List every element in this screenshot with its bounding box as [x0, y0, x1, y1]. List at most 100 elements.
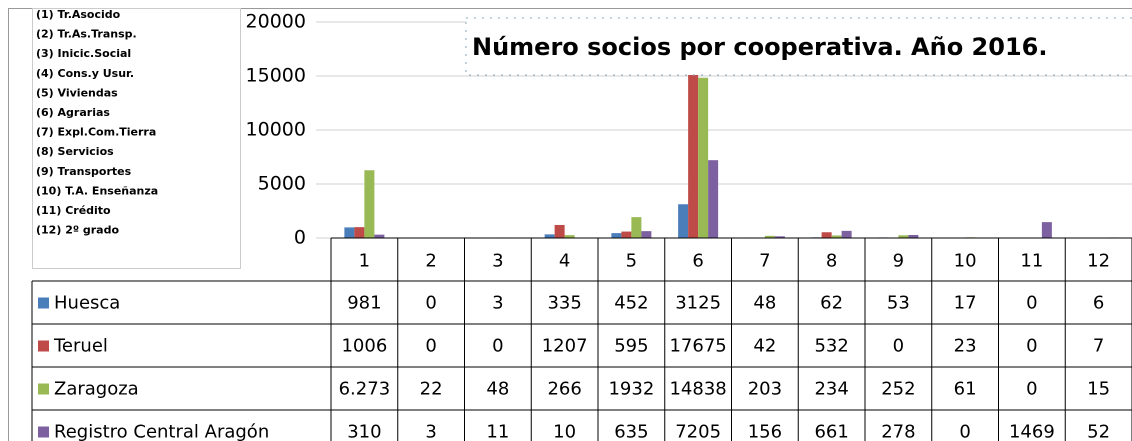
bar — [354, 227, 365, 238]
category-note: (12) 2º grado — [36, 224, 119, 237]
table-value: 595 — [614, 336, 648, 357]
legend-label: Registro Central Aragón — [54, 422, 269, 441]
table-value: 3 — [492, 293, 503, 314]
bar — [841, 230, 852, 238]
table-value: 452 — [614, 293, 648, 314]
x-tick-label: 9 — [893, 251, 904, 272]
table-value: 61 — [954, 379, 977, 400]
table-value: 156 — [748, 422, 782, 441]
bar — [544, 234, 555, 238]
table-value: 22 — [420, 379, 443, 400]
bar — [898, 235, 909, 238]
bar — [564, 235, 575, 238]
category-note: (8) Servicios — [36, 145, 114, 158]
table-value: 252 — [881, 379, 915, 400]
legend-swatch — [38, 297, 49, 309]
table-value: 15 — [1087, 379, 1110, 400]
table-value: 48 — [486, 379, 509, 400]
x-tick-label: 6 — [692, 251, 703, 272]
table-value: 0 — [1026, 293, 1037, 314]
table-value: 6 — [1093, 293, 1104, 314]
category-note: (5) Viviendas — [36, 86, 118, 99]
bar — [611, 233, 622, 238]
table-value: 1932 — [608, 379, 654, 400]
category-note: (11) Crédito — [36, 204, 111, 217]
table-value: 3125 — [675, 293, 721, 314]
table-value: 7205 — [675, 422, 721, 441]
x-tick-label: 11 — [1020, 251, 1043, 272]
bar — [374, 234, 385, 238]
table-value: 53 — [887, 293, 910, 314]
category-note: (1) Tr.Asocido — [36, 8, 121, 21]
table-value: 1469 — [1009, 422, 1055, 441]
bar — [678, 204, 689, 238]
table-value: 0 — [492, 336, 503, 357]
legend-swatch — [38, 426, 49, 438]
bar — [774, 236, 785, 238]
table-value: 14838 — [669, 379, 726, 400]
table-value: 62 — [820, 293, 843, 314]
bar — [621, 231, 632, 238]
table-value: 1207 — [542, 336, 588, 357]
table-value: 42 — [753, 336, 776, 357]
category-note: (3) Inicic.Social — [36, 47, 131, 60]
legend-label: Zaragoza — [54, 379, 139, 400]
legend-label: Teruel — [53, 336, 108, 357]
bars — [344, 47, 1119, 238]
category-note: (4) Cons.y Usur. — [36, 67, 134, 80]
x-tick-label: 8 — [826, 251, 837, 272]
table-value: 266 — [547, 379, 581, 400]
bar — [1041, 222, 1052, 238]
notes-box — [32, 8, 241, 269]
category-note: (7) Expl.Com.Tierra — [36, 126, 156, 139]
legend-swatch — [38, 383, 49, 395]
table-value: 0 — [1026, 336, 1037, 357]
x-tick-label: 10 — [954, 251, 977, 272]
table-value: 3 — [425, 422, 436, 441]
table-value: 0 — [425, 336, 436, 357]
bar — [631, 217, 642, 238]
category-note: (2) Tr.As.Transp. — [36, 28, 137, 41]
bar — [554, 224, 565, 238]
y-tick-label: 5000 — [258, 173, 306, 195]
category-note: (6) Agrarias — [36, 106, 110, 119]
table-value: 7 — [1093, 336, 1104, 357]
bar — [641, 231, 652, 238]
table-value: 203 — [748, 379, 782, 400]
x-tick-label: 12 — [1087, 251, 1110, 272]
legend-label: Huesca — [54, 293, 120, 314]
y-tick-label: 20000 — [246, 11, 306, 33]
x-tick-label: 1 — [359, 251, 370, 272]
bar — [821, 232, 832, 238]
table-value: 661 — [814, 422, 848, 441]
x-tick-label: 4 — [559, 251, 570, 272]
table-value: 635 — [614, 422, 648, 441]
bar — [344, 227, 355, 238]
bar — [698, 77, 709, 238]
title-box — [465, 17, 1132, 76]
category-note: (9) Transportes — [36, 165, 132, 178]
table-value: 17675 — [669, 336, 726, 357]
table-value: 17 — [954, 293, 977, 314]
chart-title: Número socios por cooperativa. Año 2016. — [472, 33, 1047, 61]
table-value: 6.273 — [339, 379, 391, 400]
table-value: 310 — [347, 422, 381, 441]
y-tick-label: 10000 — [246, 119, 306, 141]
x-tick-label: 5 — [626, 251, 637, 272]
table-value: 52 — [1087, 422, 1110, 441]
bar — [908, 234, 919, 238]
bar — [764, 235, 775, 238]
table-value: 532 — [814, 336, 848, 357]
table-value: 0 — [959, 422, 970, 441]
legend-swatch — [38, 340, 49, 352]
table-value: 0 — [425, 293, 436, 314]
table-value: 10 — [553, 422, 576, 441]
table-value: 981 — [347, 293, 381, 314]
table-value: 278 — [881, 422, 915, 441]
table-value: 11 — [486, 422, 509, 441]
table-value: 0 — [1026, 379, 1037, 400]
chart-border — [8, 8, 1132, 441]
table-value: 23 — [954, 336, 977, 357]
